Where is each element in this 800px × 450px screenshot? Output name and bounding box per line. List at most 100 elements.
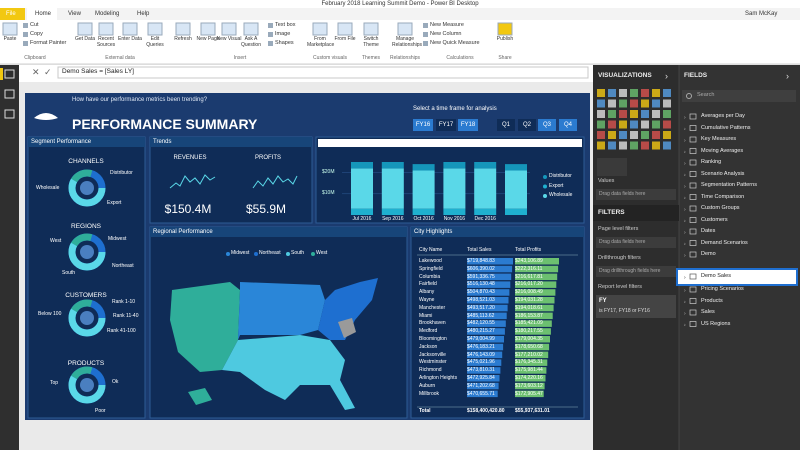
- field-table[interactable]: Pricing Scenarios: [701, 286, 744, 292]
- home-tab-bg[interactable]: [27, 8, 57, 20]
- file-tab-bg[interactable]: [0, 8, 25, 20]
- ribbon-button-icon[interactable]: [98, 22, 114, 36]
- field-table[interactable]: Ranking: [701, 159, 722, 165]
- small-button-icon[interactable]: [423, 32, 428, 37]
- field-search-box[interactable]: [682, 90, 796, 102]
- field-table[interactable]: Dates: [701, 228, 716, 234]
- field-table[interactable]: Moving Averages: [701, 147, 744, 154]
- report-view-icon[interactable]: [4, 69, 15, 79]
- quarter-button-label[interactable]: Q3: [542, 122, 552, 128]
- ribbon-button-icon[interactable]: [243, 22, 259, 36]
- visual-type-icon[interactable]: [597, 131, 605, 139]
- ribbon-button-icon[interactable]: [2, 22, 18, 36]
- model-view-icon[interactable]: [4, 109, 15, 119]
- small-button-icon[interactable]: [268, 41, 273, 46]
- ribbon-button[interactable]: Manage Relationships: [392, 36, 423, 48]
- values-drop[interactable]: Drag data fields here: [599, 191, 646, 197]
- visual-type-icon[interactable]: [630, 110, 638, 118]
- year-button-label[interactable]: FY18: [460, 122, 476, 128]
- ribbon-button-icon[interactable]: [337, 22, 353, 36]
- visual-type-icon[interactable]: [619, 120, 627, 129]
- ribbon-button-icon[interactable]: [77, 22, 93, 36]
- ribbon-button-icon[interactable]: [122, 22, 138, 36]
- ribbon-button[interactable]: Switch Theme: [363, 36, 379, 48]
- ribbon-button[interactable]: Edit Queries: [146, 36, 164, 48]
- visual-type-icon[interactable]: [641, 99, 649, 108]
- ribbon-tab[interactable]: View: [68, 11, 81, 17]
- ribbon-button-icon[interactable]: [397, 22, 413, 36]
- year-button[interactable]: [413, 119, 433, 131]
- small-button-icon[interactable]: [23, 41, 28, 46]
- visual-type-icon[interactable]: [597, 99, 605, 108]
- ribbon-button-icon[interactable]: [175, 22, 191, 36]
- ribbon-small-button[interactable]: New Measure: [430, 22, 464, 28]
- filter-field[interactable]: FY: [599, 298, 607, 304]
- visual-type-icon[interactable]: [663, 141, 671, 150]
- ribbon-button[interactable]: Enter Data: [118, 36, 142, 42]
- field-table[interactable]: Products: [701, 297, 723, 304]
- field-table[interactable]: Demo: [701, 251, 716, 257]
- ribbon-tab[interactable]: File: [6, 11, 16, 17]
- visual-type-icon[interactable]: [641, 141, 649, 150]
- visual-type-icon[interactable]: [608, 141, 616, 150]
- visual-type-icon[interactable]: [641, 120, 649, 129]
- ribbon-button-icon[interactable]: [497, 22, 513, 36]
- visual-type-icon[interactable]: [619, 131, 627, 139]
- visual-type-icon[interactable]: [630, 89, 638, 97]
- visual-type-icon[interactable]: [663, 131, 671, 139]
- visual-type-icon[interactable]: [663, 120, 671, 129]
- field-table[interactable]: Key Measures: [701, 136, 737, 142]
- quarter-button[interactable]: [518, 119, 536, 131]
- ribbon-button-icon[interactable]: [200, 22, 216, 36]
- visual-type-icon[interactable]: [641, 110, 649, 118]
- ribbon-small-button[interactable]: Shapes: [275, 40, 294, 46]
- field-table[interactable]: Segmentation Patterns: [701, 182, 757, 188]
- small-button-icon[interactable]: [23, 32, 28, 37]
- visual-type-icon[interactable]: [608, 89, 616, 97]
- field-table[interactable]: Customers: [701, 216, 728, 223]
- ribbon-small-button[interactable]: Cut: [30, 22, 39, 28]
- filter-drop[interactable]: Drag drillthrough fields here: [599, 268, 661, 274]
- visual-type-icon[interactable]: [652, 131, 660, 139]
- field-table[interactable]: US Regions: [701, 320, 731, 327]
- visual-type-icon[interactable]: [630, 141, 638, 150]
- ribbon-button-icon[interactable]: [221, 22, 237, 36]
- collapse-viz[interactable]: ›: [665, 71, 668, 81]
- visual-type-icon[interactable]: [630, 131, 638, 139]
- visual-type-icon[interactable]: [663, 99, 671, 108]
- filter-card[interactable]: [596, 295, 676, 318]
- ribbon-button[interactable]: From Marketplace: [307, 36, 335, 48]
- ribbon-button[interactable]: New Visual: [216, 36, 242, 42]
- formula-text[interactable]: Demo Sales = [Sales LY]: [62, 68, 134, 75]
- visual-type-icon[interactable]: [630, 120, 638, 129]
- quarter-button-label[interactable]: Q1: [501, 122, 511, 128]
- year-button[interactable]: [458, 119, 478, 131]
- visual-type-icon[interactable]: [652, 99, 660, 108]
- visual-type-icon[interactable]: [652, 120, 660, 129]
- ribbon-button-icon[interactable]: [312, 22, 328, 36]
- visual-type-icon[interactable]: [608, 131, 616, 139]
- ribbon-button-icon[interactable]: [363, 22, 379, 36]
- ribbon-small-button[interactable]: New Column: [430, 31, 462, 37]
- fields-well-tab[interactable]: [597, 158, 627, 176]
- visual-type-icon[interactable]: [619, 110, 627, 118]
- ribbon-tab[interactable]: Modeling: [95, 11, 120, 17]
- filter-drop[interactable]: Drag data fields here: [599, 239, 646, 245]
- ribbon-button[interactable]: Paste: [3, 36, 17, 42]
- search-placeholder[interactable]: Search: [697, 92, 715, 98]
- commit-icon[interactable]: ✓: [44, 67, 52, 77]
- visual-type-icon[interactable]: [608, 110, 616, 118]
- visual-type-icon[interactable]: [663, 89, 671, 97]
- visual-type-icon[interactable]: [652, 141, 660, 150]
- visual-type-icon[interactable]: [641, 131, 649, 139]
- visual-type-icon[interactable]: [619, 89, 627, 97]
- formula-input[interactable]: [57, 66, 589, 79]
- small-button-icon[interactable]: [423, 41, 428, 46]
- small-button-icon[interactable]: [268, 23, 273, 28]
- field-table[interactable]: Averages per Day: [701, 113, 745, 119]
- visual-type-icon[interactable]: [608, 99, 616, 108]
- field-table[interactable]: Sales: [701, 309, 715, 315]
- selected-field-highlight[interactable]: [676, 268, 798, 286]
- visual-type-icon[interactable]: [652, 89, 660, 97]
- ribbon-button[interactable]: Recent Sources: [96, 36, 116, 48]
